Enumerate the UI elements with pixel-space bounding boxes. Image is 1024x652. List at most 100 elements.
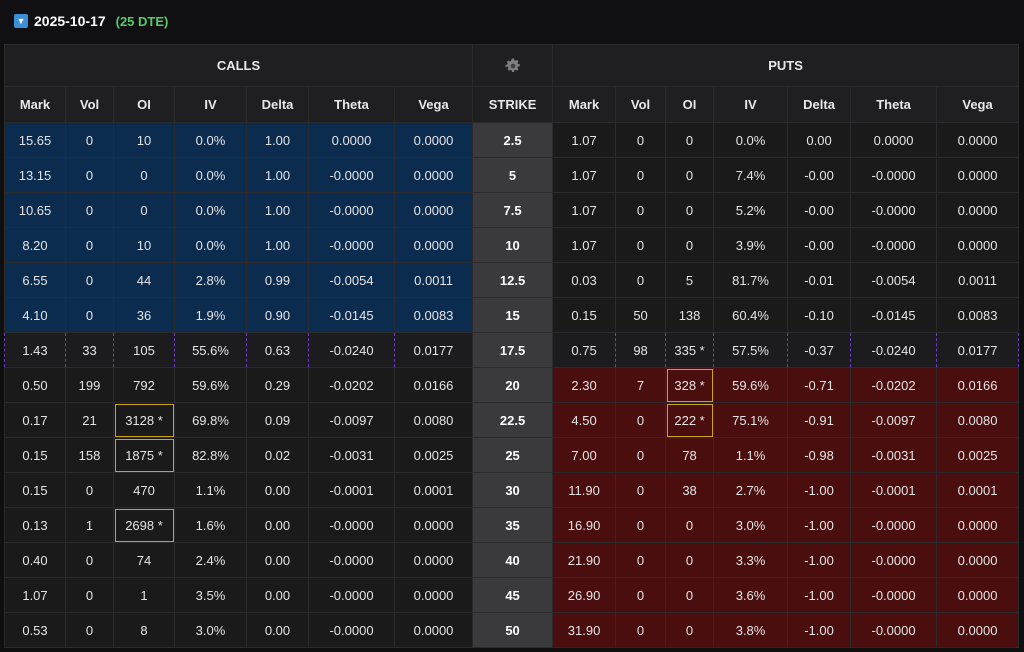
call-oi-cell[interactable]: 792 [113, 367, 175, 403]
table-row[interactable]: 1.43 33 105 55.6% 0.63 -0.0240 0.0177 17.5 0.75 9… [4, 332, 1020, 368]
put-iv-cell[interactable]: 57.5% [713, 332, 789, 368]
call-theta-cell[interactable]: -0.0031 [308, 437, 395, 473]
put-delta-cell[interactable]: -1.00 [787, 507, 852, 543]
call-iv-cell[interactable]: 0.0% [174, 122, 247, 158]
strike-cell[interactable]: 12.5 [472, 262, 554, 298]
put-delta-cell[interactable]: -0.00 [787, 157, 852, 193]
strike-cell[interactable]: 17.5 [472, 332, 554, 368]
call-vol-cell[interactable]: 0 [65, 297, 114, 333]
call-iv-cell[interactable]: 0.0% [174, 227, 247, 263]
call-theta-cell[interactable]: -0.0054 [308, 262, 395, 298]
put-mark-cell[interactable]: 4.50 [552, 402, 617, 438]
call-mark-cell[interactable]: 4.10 [4, 297, 66, 333]
col-call-iv[interactable]: IV [174, 86, 247, 123]
call-delta-cell[interactable]: 0.29 [246, 367, 309, 403]
call-vol-cell[interactable]: 0 [65, 472, 114, 508]
put-oi-cell[interactable]: 0 [665, 542, 715, 578]
put-oi-cell[interactable]: 5 [665, 262, 715, 298]
call-iv-cell[interactable]: 0.0% [174, 192, 247, 228]
table-row[interactable]: 0.53 0 8 3.0% 0.00 -0.0000 0.0000 50 31.90 0 0 3.8%… [4, 612, 1020, 648]
table-row[interactable]: 0.50 199 792 59.6% 0.29 -0.0202 0.0166 20 2.30 7 3… [4, 367, 1020, 403]
put-oi-cell[interactable]: 0 [665, 227, 715, 263]
call-iv-cell[interactable]: 3.5% [174, 577, 247, 613]
put-theta-cell[interactable]: -0.0000 [850, 192, 938, 228]
col-call-vega[interactable]: Vega [393, 86, 474, 123]
table-row[interactable]: 0.17 21 3128 * 69.8% 0.09 -0.0097 0.0080 22.5 4.… [4, 402, 1020, 438]
call-mark-cell[interactable]: 13.15 [4, 157, 66, 193]
call-mark-cell[interactable]: 0.40 [4, 542, 66, 578]
call-oi-cell[interactable]: 1875 * [113, 437, 175, 473]
call-oi-cell[interactable]: 8 [113, 612, 175, 648]
call-mark-cell[interactable]: 15.65 [4, 122, 66, 158]
call-delta-cell[interactable]: 0.00 [246, 507, 309, 543]
call-oi-cell[interactable]: 470 [113, 472, 175, 508]
put-mark-cell[interactable]: 0.15 [552, 297, 617, 333]
call-oi-cell[interactable]: 74 [113, 542, 175, 578]
call-theta-cell[interactable]: -0.0202 [308, 367, 395, 403]
put-vol-cell[interactable]: 0 [615, 437, 667, 473]
put-iv-cell[interactable]: 3.9% [713, 227, 789, 263]
put-vol-cell[interactable]: 0 [615, 262, 667, 298]
call-delta-cell[interactable]: 1.00 [246, 122, 309, 158]
chevron-down-icon[interactable]: ▼ [14, 14, 28, 28]
call-delta-cell[interactable]: 0.02 [246, 437, 309, 473]
col-put-vol[interactable]: Vol [615, 86, 667, 123]
call-vol-cell[interactable]: 0 [65, 157, 114, 193]
call-vega-cell[interactable]: 0.0000 [393, 577, 474, 613]
call-theta-cell[interactable]: -0.0000 [308, 507, 395, 543]
strike-cell[interactable]: 22.5 [472, 402, 554, 438]
col-put-mark[interactable]: Mark [552, 86, 617, 123]
put-vol-cell[interactable]: 50 [615, 297, 667, 333]
put-vega-cell[interactable]: 0.0166 [936, 367, 1020, 403]
put-vol-cell[interactable]: 98 [615, 332, 667, 368]
call-theta-cell[interactable]: -0.0240 [308, 332, 395, 368]
put-vega-cell[interactable]: 0.0000 [936, 157, 1020, 193]
call-delta-cell[interactable]: 1.00 [246, 227, 309, 263]
put-vol-cell[interactable]: 0 [615, 227, 667, 263]
put-iv-cell[interactable]: 81.7% [713, 262, 789, 298]
call-delta-cell[interactable]: 0.00 [246, 612, 309, 648]
call-vega-cell[interactable]: 0.0001 [393, 472, 474, 508]
put-oi-cell[interactable]: 0 [665, 192, 715, 228]
put-mark-cell[interactable]: 0.03 [552, 262, 617, 298]
call-vol-cell[interactable]: 21 [65, 402, 114, 438]
call-oi-cell[interactable]: 105 [113, 332, 175, 368]
put-vol-cell[interactable]: 0 [615, 192, 667, 228]
put-mark-cell[interactable]: 1.07 [552, 157, 617, 193]
call-vega-cell[interactable]: 0.0000 [393, 227, 474, 263]
put-theta-cell[interactable]: -0.0000 [850, 157, 938, 193]
call-mark-cell[interactable]: 0.17 [4, 402, 66, 438]
put-theta-cell[interactable]: -0.0000 [850, 542, 938, 578]
col-call-mark[interactable]: Mark [4, 86, 66, 123]
put-theta-cell[interactable]: -0.0031 [850, 437, 938, 473]
call-oi-cell[interactable]: 10 [113, 227, 175, 263]
col-call-oi[interactable]: OI [113, 86, 175, 123]
call-iv-cell[interactable]: 1.6% [174, 507, 247, 543]
col-strike[interactable]: STRIKE [472, 86, 554, 123]
strike-cell[interactable]: 2.5 [472, 122, 554, 158]
put-delta-cell[interactable]: -1.00 [787, 577, 852, 613]
settings-button[interactable] [472, 44, 554, 87]
put-iv-cell[interactable]: 3.3% [713, 542, 789, 578]
put-delta-cell[interactable]: -0.00 [787, 227, 852, 263]
put-vega-cell[interactable]: 0.0000 [936, 577, 1020, 613]
call-theta-cell[interactable]: -0.0000 [308, 227, 395, 263]
put-delta-cell[interactable]: -0.01 [787, 262, 852, 298]
put-iv-cell[interactable]: 3.8% [713, 612, 789, 648]
call-vol-cell[interactable]: 1 [65, 507, 114, 543]
put-theta-cell[interactable]: -0.0240 [850, 332, 938, 368]
put-iv-cell[interactable]: 3.6% [713, 577, 789, 613]
call-vega-cell[interactable]: 0.0000 [393, 122, 474, 158]
table-row[interactable]: 6.55 0 44 2.8% 0.99 -0.0054 0.0011 12.5 0.03 0 5 81… [4, 262, 1020, 298]
call-vol-cell[interactable]: 33 [65, 332, 114, 368]
put-theta-cell[interactable]: -0.0000 [850, 612, 938, 648]
expiry-header[interactable]: ▼ 2025-10-17 (25 DTE) [0, 0, 1024, 42]
put-delta-cell[interactable]: -0.10 [787, 297, 852, 333]
table-row[interactable]: 4.10 0 36 1.9% 0.90 -0.0145 0.0083 15 0.15 50 138 6… [4, 297, 1020, 333]
table-row[interactable]: 13.15 0 0 0.0% 1.00 -0.0000 0.0000 5 1.07 0 0 7.4% -… [4, 157, 1020, 193]
call-oi-cell[interactable]: 36 [113, 297, 175, 333]
put-iv-cell[interactable]: 0.0% [713, 122, 789, 158]
call-mark-cell[interactable]: 6.55 [4, 262, 66, 298]
call-delta-cell[interactable]: 0.63 [246, 332, 309, 368]
put-mark-cell[interactable]: 2.30 [552, 367, 617, 403]
